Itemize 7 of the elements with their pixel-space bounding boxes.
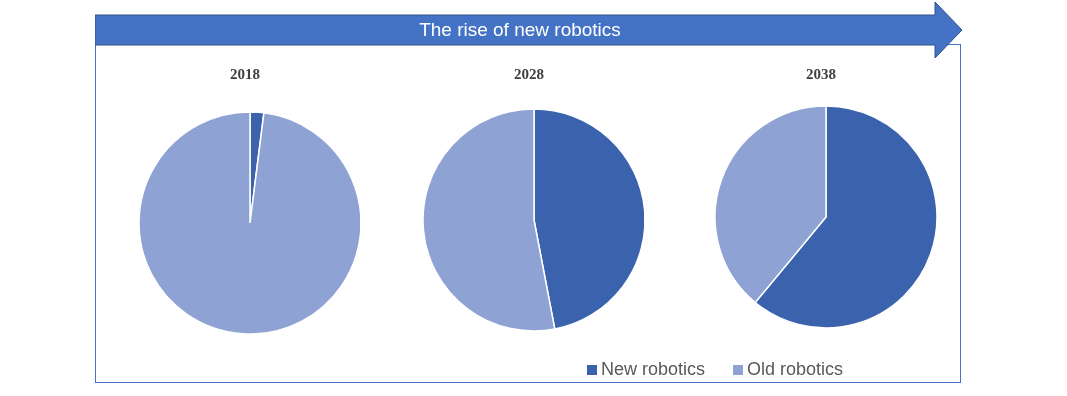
text: The rise of new robotics [418, 18, 622, 42]
chart-title: 2018 [229, 66, 261, 83]
pie-slice [138, 111, 360, 335]
chart-title: 2038 [805, 66, 837, 83]
legend-label: Old robotics [747, 359, 844, 379]
legend-label: New robotics [601, 359, 706, 379]
chart-title: 2028 [513, 66, 545, 83]
